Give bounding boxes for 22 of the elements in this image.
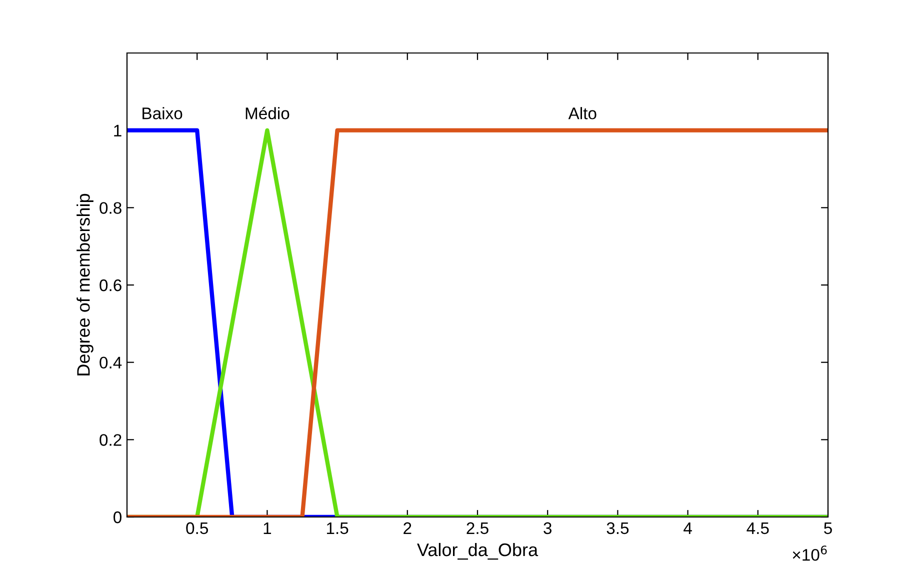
x-tick-label: 1.5 (326, 522, 348, 534)
x-tick-label: 1 (264, 522, 272, 534)
y-tick-label: 1 (114, 124, 122, 136)
y-tick-label: 0.2 (100, 434, 122, 446)
y-tick-label: 0.6 (100, 279, 122, 292)
x-tick-label: 3.5 (606, 522, 629, 534)
series-label: Médio (246, 106, 290, 120)
y-tick-label: 0.8 (100, 202, 122, 214)
x-tick-label: 3 (544, 522, 552, 534)
x-tick-label: 4.5 (746, 522, 769, 534)
series-label: Alto (568, 107, 596, 120)
y-tick-label: 0 (114, 511, 122, 524)
y-tick-label: 0.4 (100, 356, 122, 369)
series-label: Baixo (142, 107, 182, 120)
x-tick-label: 2.5 (466, 522, 488, 534)
x-tick-label: 2 (404, 522, 412, 534)
x-tick-label: 4 (684, 522, 692, 534)
text: ×10$^{6}$ (792, 546, 827, 561)
y-axis-title: Degree of membership (76, 194, 94, 376)
x-axis-title: Valor_da_Obra (417, 542, 538, 560)
x-tick-label: 0.5 (186, 522, 208, 534)
x-tick-label: 5 (824, 522, 832, 534)
